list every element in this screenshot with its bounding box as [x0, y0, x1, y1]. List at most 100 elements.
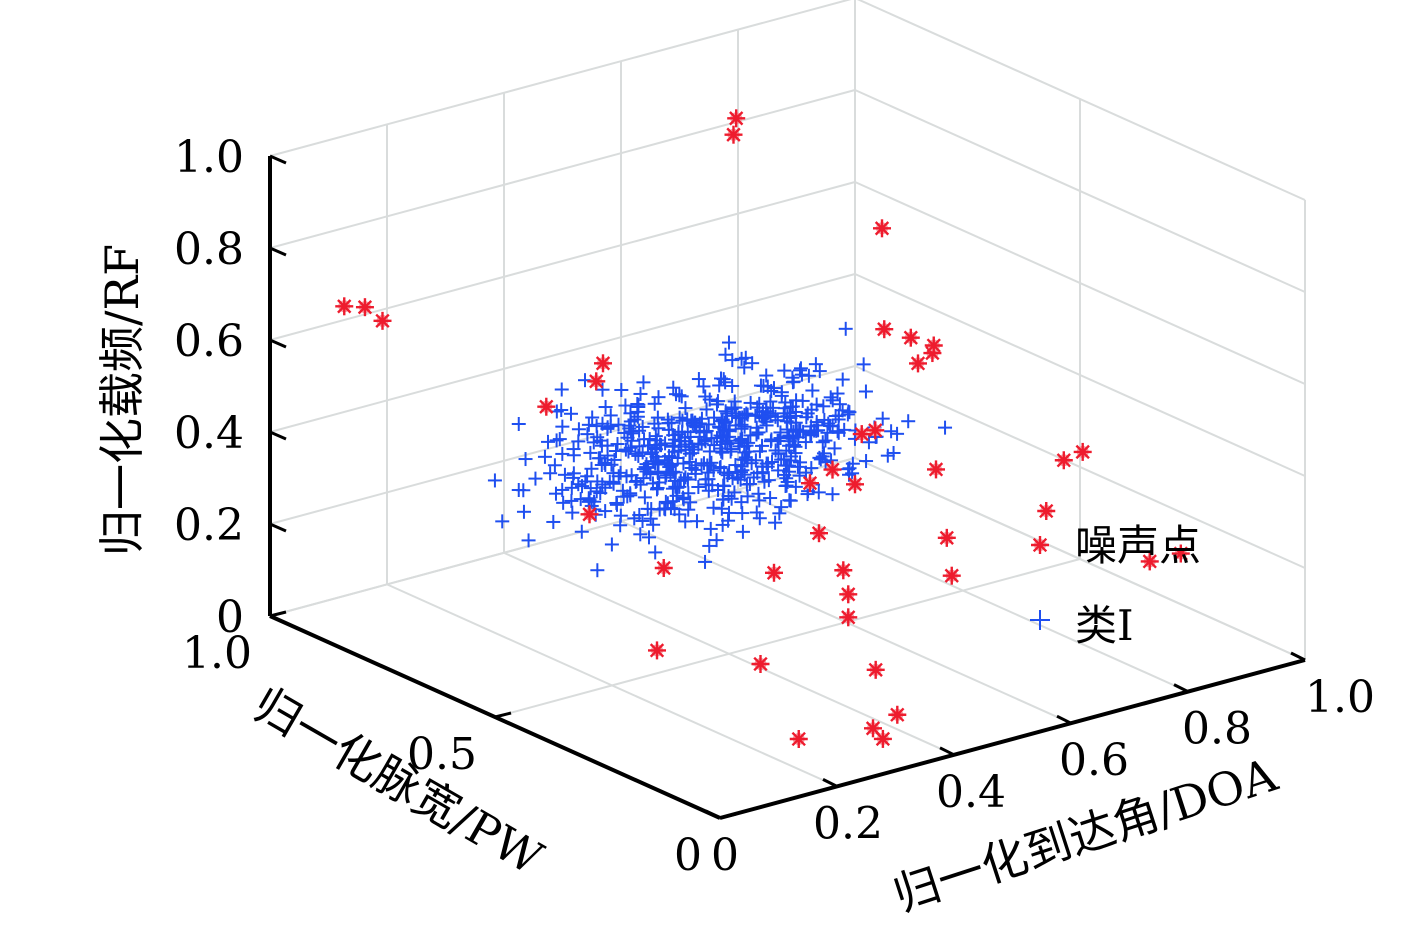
z-tick-label: 1.0 [174, 132, 244, 183]
noise-point [801, 474, 819, 493]
class1-point [811, 485, 826, 500]
class1-point [669, 387, 684, 402]
class1-point [566, 448, 581, 463]
class1-point [516, 504, 531, 519]
class1-point [809, 397, 824, 412]
class1-point [830, 386, 845, 401]
noise-point [823, 460, 842, 479]
noise-point [537, 397, 556, 416]
class1-point [733, 432, 748, 447]
class1-point [714, 501, 729, 516]
class1-point [725, 378, 740, 393]
class1-point [609, 497, 624, 512]
class1-point [831, 425, 846, 440]
class1-point [825, 419, 840, 434]
class1-point [890, 426, 905, 441]
class1-point [678, 514, 693, 529]
class1-point [582, 493, 597, 508]
class1-point [808, 357, 823, 372]
class1-point [595, 416, 610, 431]
class1-point [789, 424, 804, 439]
right-wall-grid-line [854, 89, 1306, 293]
noise-point [1140, 552, 1159, 571]
class1-point [752, 511, 767, 526]
right-wall-grid-line [857, 0, 1306, 201]
y-tick-label: 0.5 [407, 729, 477, 780]
class1-point [689, 514, 704, 529]
class1-point [778, 395, 793, 410]
class1-point [617, 425, 632, 440]
class1-point [691, 372, 706, 387]
class1-point [610, 437, 625, 452]
class1-point [557, 467, 572, 482]
back-wall-grid-line [269, 181, 856, 341]
class1-point [571, 422, 586, 437]
class1-point [773, 431, 788, 446]
class1-point [672, 388, 687, 403]
class1-point [752, 493, 767, 508]
class1-point [487, 473, 502, 488]
class1-point [516, 483, 531, 498]
class1-point [583, 481, 598, 496]
noise-point [875, 320, 894, 339]
class1-point [589, 419, 604, 434]
x-tick-label: 1.0 [1305, 672, 1375, 723]
class1-point [574, 524, 589, 539]
class1-point [518, 452, 533, 467]
class1-point [825, 487, 840, 502]
class1-point [618, 398, 633, 413]
noise-point [839, 585, 858, 604]
class1-point [698, 389, 713, 404]
class1-point [705, 478, 720, 493]
noise-point [942, 566, 961, 585]
class1-point [633, 386, 648, 401]
z-tick-label: 0.2 [174, 500, 244, 551]
right-wall-grid-line [854, 457, 1306, 661]
class1-point [547, 458, 562, 473]
class1-point [699, 423, 714, 438]
class1-point [738, 350, 753, 365]
class1-point [672, 507, 687, 522]
back-wall-grid-line [269, 457, 856, 617]
back-wall-grid-line [269, 0, 852, 157]
class1-point [740, 489, 755, 504]
class1-point [623, 486, 638, 501]
class1-point [644, 447, 659, 462]
class1-point [668, 479, 683, 494]
class1-point [772, 506, 787, 521]
class1-point [785, 370, 800, 385]
class1-point [702, 444, 717, 459]
class1-point [664, 457, 679, 472]
class1-point [691, 479, 706, 494]
class1-point [787, 438, 802, 453]
class1-point [782, 493, 797, 508]
class1-point [646, 517, 661, 532]
class1-point [842, 405, 857, 420]
class1-point [622, 418, 637, 433]
class1-point [564, 493, 579, 508]
class1-point [643, 511, 658, 526]
class1-point [809, 423, 824, 438]
legend-marker-class1 [1030, 610, 1050, 630]
class1-point [632, 507, 647, 522]
noise-point [373, 311, 392, 330]
class1-point [684, 460, 699, 475]
class1-point [728, 418, 743, 433]
y-tick-label: 0 [674, 830, 702, 881]
class1-point [646, 454, 661, 469]
legend-label-class1: 类I [1075, 601, 1134, 650]
noise-point [888, 705, 907, 724]
class1-point [707, 410, 722, 425]
class1-point [649, 482, 664, 497]
class1-point [637, 490, 652, 505]
x-axis-line [719, 658, 1306, 820]
class1-point [749, 427, 764, 442]
noise-point [927, 460, 945, 479]
class1-point [589, 484, 604, 499]
class1-point [650, 410, 665, 425]
class1-point [766, 381, 781, 396]
class1-point [603, 408, 618, 423]
x-tick-label: 0.2 [813, 798, 883, 849]
class1-point [642, 432, 657, 447]
